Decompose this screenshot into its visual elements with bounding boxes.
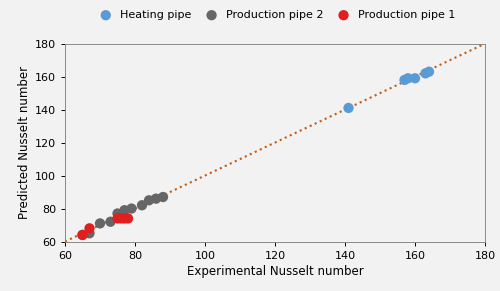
Heating pipe — [422, 71, 430, 76]
Production pipe 1 — [117, 216, 125, 221]
Production pipe 2 — [152, 196, 160, 201]
Production pipe 1 — [114, 216, 122, 221]
Production pipe 1 — [120, 216, 128, 221]
Heating pipe — [404, 76, 412, 81]
Production pipe 2 — [78, 233, 86, 237]
Production pipe 1 — [78, 233, 86, 237]
Production pipe 1 — [86, 226, 94, 231]
Production pipe 2 — [114, 211, 122, 216]
Production pipe 2 — [159, 195, 167, 199]
Production pipe 1 — [124, 216, 132, 221]
Production pipe 2 — [106, 219, 114, 224]
Legend: Heating pipe, Production pipe 2, Production pipe 1: Heating pipe, Production pipe 2, Product… — [90, 6, 460, 24]
Production pipe 2 — [128, 206, 136, 211]
Production pipe 2 — [120, 208, 128, 212]
Heating pipe — [411, 76, 419, 81]
Heating pipe — [425, 69, 433, 74]
Production pipe 2 — [96, 221, 104, 226]
Production pipe 2 — [138, 203, 146, 207]
X-axis label: Experimental Nusselt number: Experimental Nusselt number — [186, 265, 364, 278]
Y-axis label: Predicted Nusselt number: Predicted Nusselt number — [18, 66, 30, 219]
Production pipe 2 — [86, 231, 94, 236]
Heating pipe — [400, 78, 408, 82]
Production pipe 2 — [145, 198, 153, 203]
Heating pipe — [344, 106, 352, 110]
